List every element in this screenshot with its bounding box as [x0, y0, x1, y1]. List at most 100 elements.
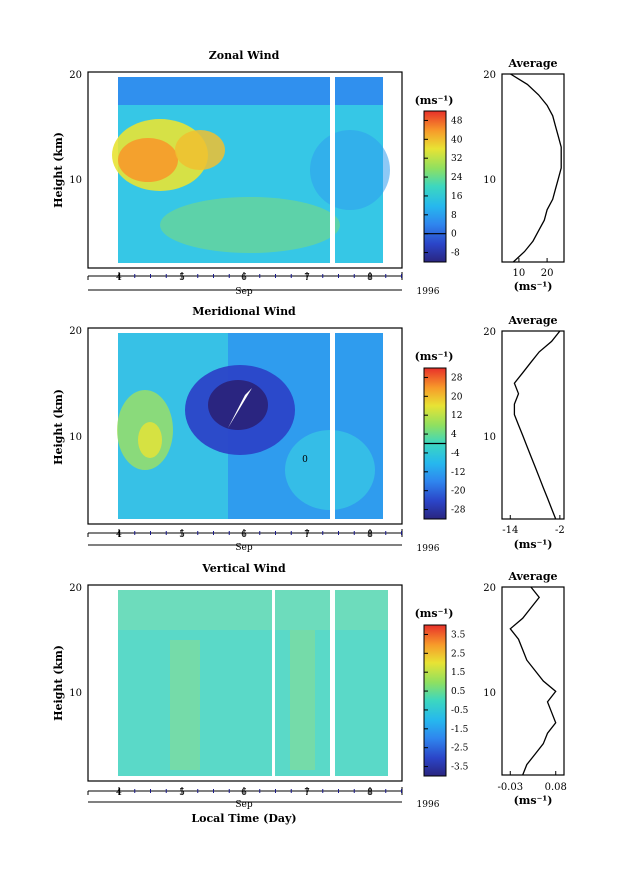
zonal-cbar-tick-1: 40: [451, 135, 463, 145]
zonal-frame: [87, 71, 403, 269]
vertical-cbar-tick-3: 0.5: [451, 687, 466, 697]
vertical-avg-xtick-1: 0.08: [545, 782, 567, 793]
meridional-xtick-label-5: 5: [179, 530, 185, 540]
vertical-colorbar: [423, 624, 447, 777]
vertical-cbar-tick-1: 2.5: [451, 649, 466, 659]
meridional-contour-label: 0: [302, 455, 308, 465]
zonal-year: 1996: [417, 287, 440, 297]
zonal-avg-title: Average: [507, 57, 557, 70]
vertical-xticks: 4 5 6 7 8: [87, 787, 403, 798]
zonal-wind-panel: Zonal Wind 20 10 Height (km) 4 5 6 7 8 Sep 1…: [52, 49, 565, 297]
meridional-avg-xtick-1: -2: [555, 525, 565, 536]
meridional-cbar-ticks: 28 20 12 4 -4 -12 -20 -28: [424, 373, 466, 516]
meridional-ytick-20: 20: [69, 326, 82, 337]
meridional-xtick-label-4: 4: [116, 530, 122, 540]
meridional-xticks: 4 5 6 7 8: [87, 529, 403, 540]
vertical-title: Vertical Wind: [201, 562, 286, 575]
zonal-field: [112, 77, 390, 263]
vertical-avg-ytick-20: 20: [483, 583, 496, 594]
meridional-year: 1996: [417, 544, 440, 554]
vertical-xtick-label-7: 7: [304, 788, 310, 798]
vertical-avg-ytick-10: 10: [483, 688, 496, 699]
meridional-cbar-tick-3: 4: [451, 430, 457, 440]
vertical-cbar-ticks: 3.5 2.5 1.5 0.5 -0.5 -1.5 -2.5 -3.5: [424, 630, 469, 773]
zonal-cbar-tick-7: -8: [451, 249, 460, 259]
zonal-xtick-label-8: 8: [367, 273, 373, 283]
meridional-cbar-unit: (ms⁻¹): [415, 350, 454, 363]
zonal-avg-unit: (ms⁻¹): [514, 280, 553, 293]
meridional-avg-xtick-0: -14: [502, 525, 518, 536]
vertical-xtick-label-5: 5: [179, 788, 185, 798]
meridional-cbar-tick-4: -4: [451, 449, 460, 459]
vertical-field: [118, 590, 388, 776]
meridional-avg-title: Average: [507, 314, 557, 327]
vertical-ytick-10: 10: [69, 688, 82, 699]
zonal-avg-xtick-0: 10: [513, 268, 526, 279]
meridional-title: Meridional Wind: [192, 305, 296, 318]
vertical-year: 1996: [417, 800, 440, 810]
vertical-month: Sep: [235, 800, 252, 810]
vertical-ytick-20: 20: [69, 583, 82, 594]
zonal-xtick-label-6: 6: [241, 273, 247, 283]
vertical-cbar-tick-4: -0.5: [451, 706, 469, 716]
meridional-cbar-tick-1: 20: [451, 392, 463, 402]
zonal-avg-xtick-1: 20: [541, 268, 554, 279]
vertical-avg-title: Average: [507, 570, 557, 583]
meridional-cbar-tick-6: -20: [451, 487, 466, 497]
meridional-ytick-10: 10: [69, 432, 82, 443]
vertical-xlabel: Local Time (Day): [191, 812, 296, 825]
zonal-avg-xticks: 10 20: [513, 258, 554, 279]
meridional-avg-ytick-10: 10: [483, 432, 496, 443]
vertical-cbar-tick-5: -1.5: [451, 725, 469, 735]
meridional-field: [117, 333, 383, 519]
meridional-xtick-label-6: 6: [241, 530, 247, 540]
zonal-cbar-unit: (ms⁻¹): [415, 94, 454, 107]
meridional-cbar-tick-5: -12: [451, 468, 466, 478]
meridional-month: Sep: [235, 543, 252, 553]
vertical-ylabel: Height (km): [52, 645, 65, 721]
vertical-cbar-unit: (ms⁻¹): [415, 607, 454, 620]
zonal-cbar-tick-2: 32: [451, 154, 462, 164]
zonal-cbar-tick-3: 24: [451, 173, 463, 183]
meridional-wind-panel: Meridional Wind 0 20 10 Height (km) 4 5 6 7…: [52, 305, 565, 554]
zonal-cbar-ticks: 48 40 32 24 16 8 0 -8: [424, 116, 463, 259]
zonal-cbar-tick-0: 48: [451, 116, 463, 126]
zonal-cbar-tick-5: 8: [451, 211, 457, 221]
zonal-avg-ytick-20: 20: [483, 70, 496, 81]
vertical-avg-line: [509, 586, 557, 776]
vertical-cbar-tick-0: 3.5: [451, 630, 466, 640]
zonal-ytick-10: 10: [69, 175, 82, 186]
zonal-title: Zonal Wind: [209, 49, 280, 62]
zonal-xtick-label-4: 4: [116, 273, 122, 283]
vertical-avg-xtick-0: -0.03: [497, 782, 523, 793]
vertical-cbar-tick-7: -3.5: [451, 763, 469, 773]
meridional-ylabel: Height (km): [52, 389, 65, 465]
vertical-avg-unit: (ms⁻¹): [514, 794, 553, 807]
meridional-cbar-tick-2: 12: [451, 411, 462, 421]
vertical-frame: [87, 584, 403, 782]
vertical-xtick-label-4: 4: [116, 788, 122, 798]
zonal-cbar-tick-4: 16: [451, 192, 463, 202]
meridional-avg-line: [513, 330, 561, 520]
vertical-wind-panel: Vertical Wind 20 10 Height (km) 4 5 6 7 8 Se…: [52, 562, 567, 825]
vertical-xtick-label-6: 6: [241, 788, 247, 798]
zonal-xtick-label-7: 7: [304, 273, 310, 283]
zonal-xtick-label-5: 5: [179, 273, 185, 283]
meridional-avg-xticks: -14 -2: [502, 515, 565, 536]
meridional-frame: [87, 327, 403, 525]
zonal-month: Sep: [235, 287, 252, 297]
meridional-cbar-tick-7: -28: [451, 506, 466, 516]
meridional-xtick-label-8: 8: [367, 530, 373, 540]
zonal-ytick-20: 20: [69, 70, 82, 81]
zonal-avg-ytick-10: 10: [483, 175, 496, 186]
zonal-cbar-tick-6: 0: [451, 230, 457, 240]
zonal-xticks: 4 5 6 7 8: [87, 272, 403, 283]
zonal-ylabel: Height (km): [52, 132, 65, 208]
vertical-xtick-label-8: 8: [367, 788, 373, 798]
vertical-cbar-tick-2: 1.5: [451, 668, 466, 678]
meridional-avg-ytick-20: 20: [483, 327, 496, 338]
vertical-avg-xticks: -0.03 0.08: [497, 771, 567, 793]
zonal-colorbar: [423, 110, 447, 263]
vertical-cbar-tick-6: -2.5: [451, 744, 469, 754]
